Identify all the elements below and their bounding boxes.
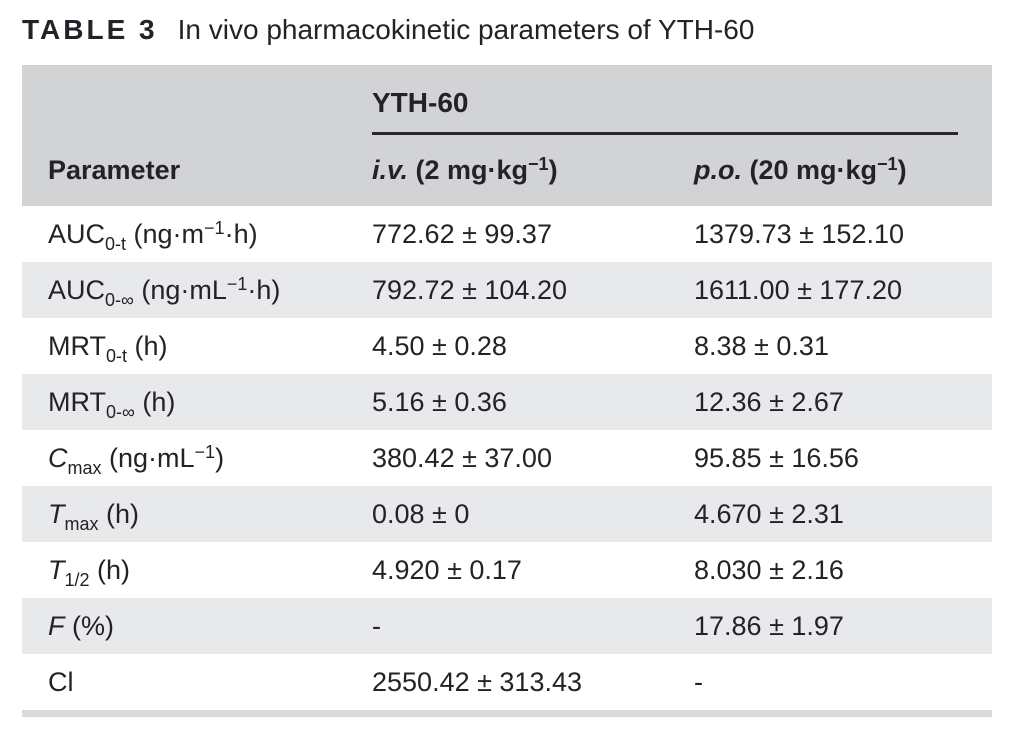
iv-value-cell: 2550.42 ± 313.43 (372, 654, 694, 710)
table-row: AUC0-t (ng·m−1·h) 772.62 ± 99.37 1379.73… (22, 206, 992, 262)
param-cell: Cmax (ng·mL−1) (22, 430, 372, 486)
table-row: MRT0-∞ (h) 5.16 ± 0.36 12.36 ± 2.67 (22, 374, 992, 430)
iv-value-cell: 5.16 ± 0.36 (372, 374, 694, 430)
po-value-cell: 17.86 ± 1.97 (694, 598, 992, 654)
iv-value-cell: - (372, 598, 694, 654)
group-header-spacer (22, 65, 372, 135)
table-caption: TABLE 3 In vivo pharmacokinetic parameter… (22, 13, 1019, 47)
param-cell: MRT0-∞ (h) (22, 374, 372, 430)
po-column-header: p.o. (20 mg·kg−1) (694, 135, 992, 206)
po-value-cell: 1379.73 ± 152.10 (694, 206, 992, 262)
table-row: Cmax (ng·mL−1) 380.42 ± 37.00 95.85 ± 16… (22, 430, 992, 486)
param-cell: Tmax (h) (22, 486, 372, 542)
table-number: TABLE 3 (22, 14, 158, 45)
param-cell: AUC0-t (ng·m−1·h) (22, 206, 372, 262)
iv-value-cell: 380.42 ± 37.00 (372, 430, 694, 486)
po-value-cell: 12.36 ± 2.67 (694, 374, 992, 430)
pharmacokinetics-table: YTH-60 Parameter i.v. (2 mg·kg−1) p.o. (… (22, 65, 992, 710)
po-value-cell: 8.030 ± 2.16 (694, 542, 992, 598)
param-cell: Cl (22, 654, 372, 710)
po-value-cell: - (694, 654, 992, 710)
iv-column-header: i.v. (2 mg·kg−1) (372, 135, 694, 206)
po-value-cell: 8.38 ± 0.31 (694, 318, 992, 374)
po-value-cell: 4.670 ± 2.31 (694, 486, 992, 542)
table-row: Tmax (h) 0.08 ± 0 4.670 ± 2.31 (22, 486, 992, 542)
iv-value-cell: 792.72 ± 104.20 (372, 262, 694, 318)
table-row: Cl 2550.42 ± 313.43 - (22, 654, 992, 710)
group-header-cell: YTH-60 (372, 65, 992, 135)
po-value-cell: 1611.00 ± 177.20 (694, 262, 992, 318)
table-title: In vivo pharmacokinetic parameters of YT… (177, 14, 755, 45)
param-cell: MRT0-t (h) (22, 318, 372, 374)
group-header-row: YTH-60 (22, 65, 992, 135)
table-row: AUC0-∞ (ng·mL−1·h) 792.72 ± 104.20 1611.… (22, 262, 992, 318)
group-header-label: YTH-60 (372, 89, 958, 135)
table-row: MRT0-t (h) 4.50 ± 0.28 8.38 ± 0.31 (22, 318, 992, 374)
param-cell: T1/2 (h) (22, 542, 372, 598)
iv-value-cell: 0.08 ± 0 (372, 486, 694, 542)
param-cell: F (%) (22, 598, 372, 654)
iv-value-cell: 772.62 ± 99.37 (372, 206, 694, 262)
table-bottom-rule (22, 710, 992, 717)
iv-value-cell: 4.50 ± 0.28 (372, 318, 694, 374)
table-row: T1/2 (h) 4.920 ± 0.17 8.030 ± 2.16 (22, 542, 992, 598)
po-value-cell: 95.85 ± 16.56 (694, 430, 992, 486)
table-row: F (%) - 17.86 ± 1.97 (22, 598, 992, 654)
param-cell: AUC0-∞ (ng·mL−1·h) (22, 262, 372, 318)
iv-value-cell: 4.920 ± 0.17 (372, 542, 694, 598)
parameter-column-header: Parameter (22, 135, 372, 206)
column-header-row: Parameter i.v. (2 mg·kg−1) p.o. (20 mg·k… (22, 135, 992, 206)
